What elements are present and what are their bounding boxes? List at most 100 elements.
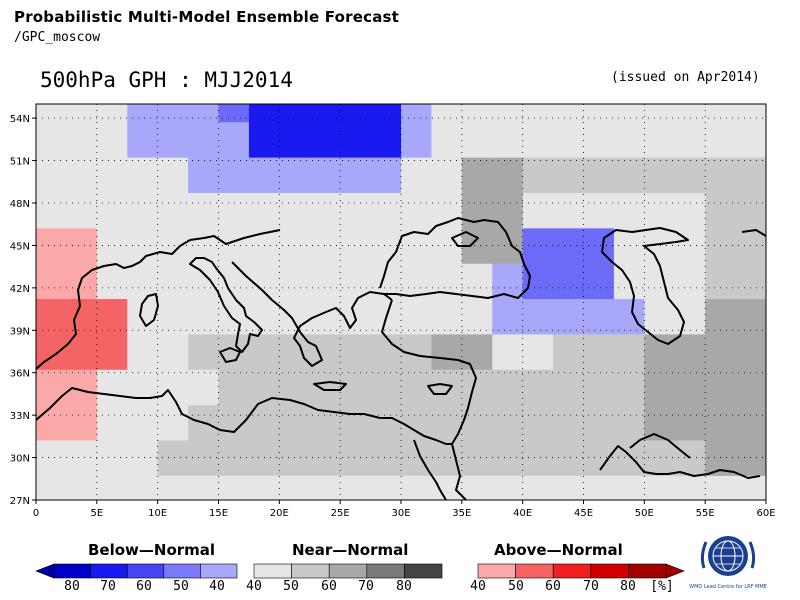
grid-cell xyxy=(279,192,311,229)
grid-cell xyxy=(705,298,737,335)
grid-cell xyxy=(583,104,615,123)
grid-cell xyxy=(36,475,68,500)
grid-cell xyxy=(492,263,524,300)
grid-cell xyxy=(431,333,463,370)
grid-cell xyxy=(340,121,372,158)
grid-cell xyxy=(675,16,706,52)
grid-cell xyxy=(401,404,433,441)
grid-cell xyxy=(371,16,402,52)
coastline-gulf-north xyxy=(629,433,691,459)
grid-cell xyxy=(674,121,706,158)
grid-cell xyxy=(583,298,615,335)
grid-cell xyxy=(66,51,97,87)
grid-cell xyxy=(309,439,341,476)
grid-cell xyxy=(644,104,676,123)
coastline-red-sea xyxy=(413,439,447,500)
grid-cell xyxy=(371,0,402,16)
axis-ticks: 0 5E 10E 15E 20E 25E 30E 35E 40E 45E 50E 55E 60E 27N 3… xyxy=(10,114,776,519)
grid-cell xyxy=(96,192,128,229)
grid-cell xyxy=(66,121,98,158)
grid-cell xyxy=(36,298,68,335)
grid-cell xyxy=(735,439,766,476)
grid-cell xyxy=(248,298,280,335)
grid-cell xyxy=(613,333,645,370)
grid-cell xyxy=(431,0,462,16)
grid-cell xyxy=(248,369,280,406)
grid-cell xyxy=(522,404,554,441)
grid-cell xyxy=(96,404,128,441)
lon-tick-label: 55E xyxy=(696,508,715,519)
coastline-crimea xyxy=(451,231,479,247)
grid-cell xyxy=(735,369,766,406)
grid-cell xyxy=(249,51,280,87)
grid-cell xyxy=(431,16,462,52)
grid-cell xyxy=(735,263,766,300)
grid-cell xyxy=(340,192,372,229)
grid-cell xyxy=(188,104,220,123)
grid-cell xyxy=(553,439,585,476)
grid-cell xyxy=(735,121,766,158)
grid-cell xyxy=(461,298,493,335)
wmo-caption: WMO Lead Centre for LRF MME xyxy=(689,584,767,590)
grid-cell xyxy=(401,16,432,52)
legend-title-below: Below—Normal xyxy=(88,541,216,559)
grid-cell xyxy=(127,439,159,476)
legend-tick-above: 60 xyxy=(545,579,561,594)
coastline-persian-gulf xyxy=(599,445,761,479)
grid-cell xyxy=(279,51,310,87)
grid-cell xyxy=(523,0,554,16)
grid-cell xyxy=(462,16,493,52)
grid-cell xyxy=(553,333,585,370)
grid-cell xyxy=(127,263,159,300)
grid-cell xyxy=(431,157,463,193)
legend-below-swatch xyxy=(53,563,91,579)
legend-title-above: Above—Normal xyxy=(494,541,623,559)
grid-cell xyxy=(735,404,766,441)
grid-cell xyxy=(644,333,676,370)
grid-cell xyxy=(431,369,463,406)
grid-cell xyxy=(219,0,250,16)
grid-cell xyxy=(36,369,68,406)
grid-cell xyxy=(157,192,189,229)
grid-cell xyxy=(644,439,676,476)
grid-cell xyxy=(675,51,706,87)
lat-tick-label: 54N xyxy=(10,114,30,125)
grid-cell xyxy=(157,404,189,441)
grid-cell xyxy=(674,192,706,229)
grid-cell xyxy=(157,333,189,370)
grid-cell xyxy=(248,157,280,193)
lon-tick-label: 50E xyxy=(635,508,654,519)
legend-below-swatch xyxy=(200,563,238,579)
grid-cell xyxy=(370,333,402,370)
legend-tick-near: 80 xyxy=(396,579,412,594)
grid-cell xyxy=(66,369,98,406)
grid-cell xyxy=(553,263,585,300)
grid-cell xyxy=(97,51,128,87)
grid-cell xyxy=(401,121,433,158)
coastline-cyprus xyxy=(427,383,453,395)
grid-cell xyxy=(674,475,706,500)
grid-cell xyxy=(553,192,585,229)
grid-cell xyxy=(96,121,128,158)
lat-tick-label: 39N xyxy=(10,326,30,337)
grid-cell xyxy=(66,404,98,441)
grid-cell xyxy=(583,404,615,441)
grid-cell xyxy=(705,0,736,16)
grid-cell xyxy=(66,192,98,229)
grid-cell xyxy=(279,404,311,441)
grid-cell xyxy=(309,104,341,123)
legend-title-near: Near—Normal xyxy=(292,541,409,559)
grid-cell xyxy=(644,298,676,335)
grid-cell xyxy=(401,0,432,16)
grid-cell xyxy=(614,0,645,16)
grid-cell xyxy=(158,16,189,52)
grid-cell xyxy=(735,333,766,370)
grid-cell xyxy=(614,51,645,87)
grid-cell xyxy=(735,475,766,500)
grid-cell xyxy=(218,104,250,123)
grid-cell xyxy=(188,121,220,158)
legend-tick-below: 70 xyxy=(100,579,116,594)
grid-cell xyxy=(340,104,372,123)
grid-cell xyxy=(553,369,585,406)
grid-cell xyxy=(219,51,250,87)
